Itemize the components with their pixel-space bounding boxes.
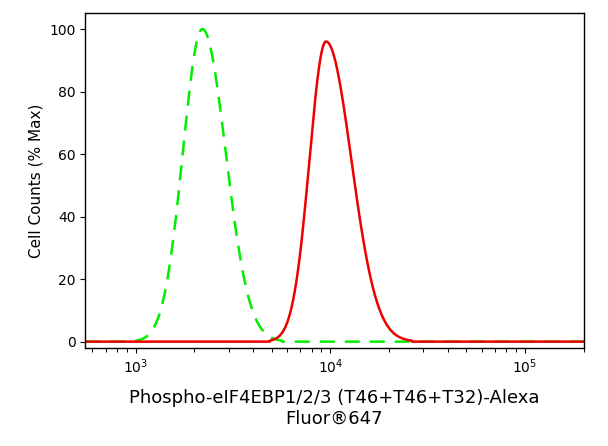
Y-axis label: Cell Counts (% Max): Cell Counts (% Max): [29, 103, 43, 258]
X-axis label: Phospho-eIF4EBP1/2/3 (T46+T46+T32)-Alexa
Fluor®647: Phospho-eIF4EBP1/2/3 (T46+T46+T32)-Alexa…: [129, 389, 540, 428]
